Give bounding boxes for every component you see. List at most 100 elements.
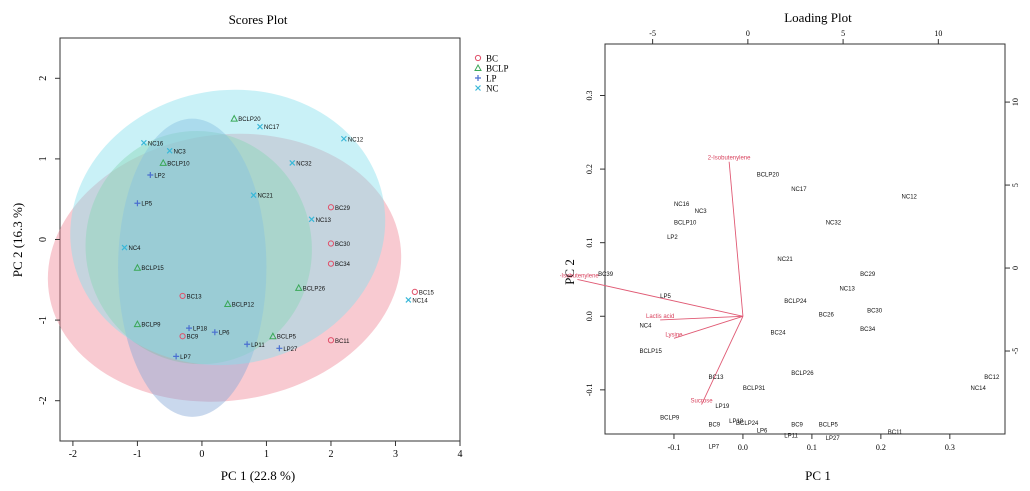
point-label: LP11	[251, 343, 265, 349]
loading-arrow	[728, 161, 744, 317]
x-tick-label: -0.1	[668, 443, 681, 452]
point-label: LP18	[729, 419, 744, 425]
y-tick-label: 0.0	[585, 311, 594, 321]
ellipse-bc	[47, 133, 402, 402]
point-label: LP6	[219, 331, 230, 337]
point-label: BCLP31	[743, 386, 766, 392]
x-tick-label: 1	[264, 449, 269, 460]
point-label: BCLP15	[141, 266, 164, 272]
loading-plot-panel: Loading Plot PC 1 PC 2 2-Isobutenylene 2-…	[556, 0, 1030, 486]
point-label: NC14	[412, 298, 428, 304]
right-tick-label: 5	[1011, 183, 1020, 187]
point-label: BCLP26	[791, 371, 814, 377]
point-label: NC16	[674, 202, 690, 208]
point-label: BC39	[598, 272, 614, 278]
x-tick-label: 0.0	[738, 443, 748, 452]
point-marker	[211, 329, 218, 336]
point-label: NC13	[839, 287, 855, 293]
point-label: NC4	[639, 323, 652, 329]
point-label: NC3	[174, 149, 187, 155]
chart-title: Loading Plot	[784, 10, 852, 25]
ellipse-nc	[70, 89, 386, 366]
point-marker	[474, 54, 482, 62]
point-label: BC15	[419, 290, 435, 296]
point-marker	[411, 288, 418, 295]
point-label: NC21	[258, 194, 274, 200]
point-label: LP2	[667, 235, 678, 241]
point-label: NC14	[971, 386, 987, 392]
x-tick-label: -2	[69, 449, 77, 460]
legend-label-nc: NC	[486, 84, 499, 94]
point-marker	[475, 75, 481, 81]
point-label: NC32	[826, 220, 842, 226]
right-tick-label: 10	[1011, 98, 1020, 106]
y-axis-label: PC 2	[562, 259, 577, 285]
x-tick-label: 0.2	[876, 443, 886, 452]
point-label: NC21	[777, 257, 793, 263]
right-tick-label: 0	[1011, 266, 1020, 270]
point-marker	[276, 345, 283, 352]
x-tick-label: -1	[133, 449, 141, 460]
point-label: BCLP9	[141, 323, 161, 329]
loading-arrow	[673, 315, 744, 339]
point-label: LP5	[141, 202, 152, 208]
point-marker	[147, 172, 154, 179]
point-label: BC29	[335, 206, 351, 212]
scores-plot-panel: Scores Plot PC 1 (22.8 %) PC 2 (16.3 %) …	[0, 0, 515, 486]
x-tick-label: 0	[199, 449, 204, 460]
point-marker	[186, 325, 193, 332]
loading-label: Lysine	[665, 332, 683, 338]
loading-label: 2-Isobutenylene	[708, 156, 751, 162]
point-label: BCLP9	[660, 415, 680, 421]
point-label: BC13	[187, 294, 203, 300]
point-marker	[327, 204, 335, 211]
point-marker	[140, 139, 147, 146]
points-layer: BCLP20 NC17 NC12 NC16 NC3 BCLP10 NC32 LP2 NC21 BC…	[598, 172, 1000, 450]
point-marker	[327, 337, 335, 344]
ticks-layer: -0.1 0.0 0.1 0.2 0.3 -0.1 0.0 0.1 0.2 0.3 -5 0 5 10 -5…	[585, 29, 1020, 452]
point-marker	[179, 292, 186, 300]
y-tick-label: 0.1	[585, 238, 594, 248]
x-tick-label: 4	[458, 449, 463, 460]
point-label: LP6	[757, 429, 768, 435]
point-marker	[327, 260, 335, 267]
legend-label-bc: BC	[486, 54, 498, 64]
point-label: BC34	[860, 327, 876, 333]
point-label: LP27	[283, 347, 298, 353]
point-label: LP2	[154, 174, 165, 180]
point-marker	[179, 333, 186, 340]
point-marker	[230, 114, 239, 122]
x-tick-label: 3	[393, 449, 398, 460]
point-label: BC9	[791, 423, 803, 429]
point-marker	[121, 244, 128, 251]
point-label: BC30	[335, 242, 351, 248]
point-marker	[244, 341, 251, 348]
ellipse-lp	[118, 118, 267, 417]
top-tick-label: 5	[841, 29, 845, 38]
right-tick-label: -5	[1011, 348, 1020, 355]
point-marker	[166, 147, 173, 154]
point-label: BCLP20	[757, 172, 780, 178]
point-label: BC12	[984, 375, 1000, 381]
point-label: LP19	[715, 404, 730, 410]
point-label: BC13	[708, 375, 724, 381]
x-tick-label: 0.3	[945, 443, 955, 452]
point-label: BCLP26	[303, 286, 326, 292]
y-tick-label: -0.1	[585, 384, 594, 397]
point-marker	[405, 297, 412, 303]
point-label: BC34	[335, 262, 351, 268]
point-marker	[289, 160, 296, 166]
point-label: LP11	[784, 434, 798, 440]
point-label: NC32	[296, 161, 312, 167]
point-label: BCLP10	[674, 220, 697, 226]
top-tick-label: 0	[746, 29, 750, 38]
top-tick-label: -5	[649, 29, 656, 38]
point-label: LP7	[708, 445, 719, 451]
y-tick-label: 2	[38, 76, 49, 81]
point-label: BC9	[708, 423, 720, 429]
x-axis-label: PC 1 (22.8 %)	[221, 468, 295, 483]
y-tick-label: 1	[38, 156, 49, 161]
point-label: NC4	[129, 246, 142, 252]
point-label: BCLP20	[238, 117, 261, 123]
